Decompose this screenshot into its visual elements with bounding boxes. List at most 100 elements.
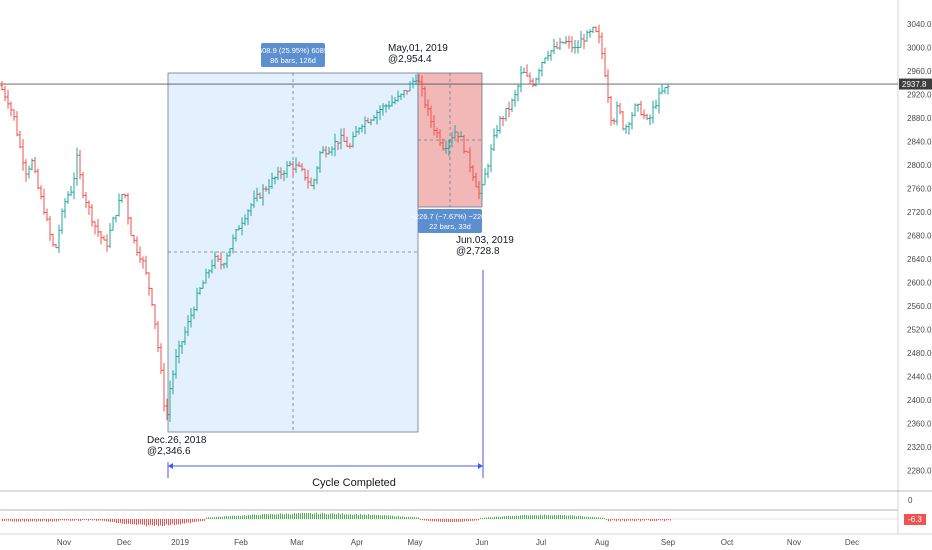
oscillator-bar: [290, 514, 291, 519]
high-price-note[interactable]: @2,954.4: [388, 54, 432, 65]
ohlc-bar: [414, 74, 418, 85]
oscillator-bar: [130, 519, 131, 524]
oscillator-bar: [470, 519, 471, 521]
ohlc-bar: [234, 228, 238, 242]
oscillator-bar: [632, 519, 633, 521]
oscillator-bar: [504, 516, 505, 519]
oscillator-bar: [46, 519, 47, 522]
ohlc-bar: [273, 176, 277, 185]
ohlc-bar: [423, 86, 427, 109]
oscillator-bar: [94, 519, 95, 521]
oscillator-bar: [572, 515, 573, 519]
ohlc-bar: [591, 26, 595, 34]
oscillator-bar: [196, 519, 197, 522]
ohlc-bar: [135, 236, 139, 256]
oscillator-bar: [288, 513, 289, 519]
ohlc-bar: [489, 144, 493, 173]
price-tick-label: 2960.0: [907, 67, 932, 76]
ohlc-bar: [480, 182, 484, 201]
ohlc-bar: [450, 131, 454, 148]
oscillator-bar: [670, 519, 671, 521]
oscillator-bar: [88, 519, 89, 521]
oscillator-bar: [266, 513, 267, 519]
ohlc-bar: [354, 125, 358, 138]
ohlc-bar: [549, 50, 553, 61]
up-measure-zone[interactable]: [167, 72, 419, 433]
oscillator-bar: [230, 515, 231, 519]
oscillator-bar: [398, 515, 399, 519]
ohlc-bar: [600, 32, 604, 60]
price-axis[interactable]: 3040.0 3000.0 2960.0 2920.0 2880.0 2840.0 2800…: [907, 20, 932, 476]
oscillator-bar: [302, 512, 303, 519]
time-tick-label: Nov: [787, 538, 801, 547]
ohlc-bar: [399, 93, 403, 101]
up-measure-box[interactable]: [261, 43, 325, 67]
oscillator-bar: [612, 519, 613, 521]
ohlc-bar: [57, 224, 61, 253]
oscillator-bar: [574, 515, 575, 519]
ohlc-bar: [252, 190, 256, 209]
time-axis[interactable]: Nov Dec 2019 Feb Mar Apr May Jun Jul Aug Sep Oct Nov…: [57, 538, 859, 547]
oscillator-bar: [380, 515, 381, 519]
high-date-note[interactable]: May,01, 2019: [388, 43, 448, 54]
oscillator-bar: [342, 513, 343, 519]
end-date-note[interactable]: Jun.03, 2019: [456, 235, 514, 246]
ohlc-bar: [426, 99, 430, 116]
oscillator-bar: [268, 514, 269, 519]
oscillator-bar: [382, 515, 383, 519]
low-date-note[interactable]: Dec.26, 2018: [147, 435, 207, 446]
oscillator-bar: [482, 517, 483, 519]
ohlc-bar: [447, 140, 451, 157]
oscillator-bar: [500, 516, 501, 519]
oscillator-bar: [44, 519, 45, 521]
oscillator-bar: [368, 514, 369, 519]
ohlc-bar: [666, 83, 670, 95]
oscillator-bar: [602, 517, 603, 519]
oscillator-bar: [248, 514, 249, 519]
ohlc-bar: [18, 130, 22, 149]
oscillator-bar: [502, 516, 503, 519]
cycle-label[interactable]: Cycle Completed: [312, 477, 396, 489]
oscillator-bar: [184, 519, 185, 524]
oscillator-bar: [400, 516, 401, 519]
ohlc-bar: [513, 90, 517, 107]
oscillator-bar: [532, 515, 533, 519]
ohlc-bar: [231, 234, 235, 254]
oscillator-bar: [392, 515, 393, 519]
ohlc-bar: [576, 40, 580, 54]
low-price-note[interactable]: @2,346.6: [147, 446, 191, 457]
oscillator-bar: [112, 519, 113, 523]
ohlc-bar: [243, 214, 247, 226]
ohlc-bar: [249, 203, 253, 217]
ohlc-bar: [312, 178, 316, 190]
oscillator-bar: [472, 519, 473, 521]
ohlc-bar: [87, 200, 91, 215]
oscillator-bar: [166, 519, 167, 525]
ohlc-bar: [372, 114, 376, 121]
oscillator-bar: [138, 519, 139, 525]
time-tick-label: Apr: [351, 538, 364, 547]
oscillator-bar: [378, 514, 379, 519]
oscillator-bar: [260, 515, 261, 519]
ohlc-bar: [36, 168, 40, 190]
oscillator-bar: [450, 519, 451, 522]
oscillator-bar: [24, 519, 25, 522]
oscillator-bar: [176, 519, 177, 525]
ohlc-bar: [393, 96, 397, 105]
oscillator-bar: [618, 519, 619, 521]
down-measure-box[interactable]: [418, 209, 482, 233]
ohlc-bar: [294, 157, 298, 173]
ohlc-bar: [330, 146, 334, 156]
oscillator-bar: [372, 514, 373, 519]
price-tick-label: 2320.0: [907, 443, 932, 452]
ohlc-bar: [660, 83, 664, 95]
ohlc-bar: [183, 326, 187, 345]
end-price-note[interactable]: @2,728.8: [456, 246, 500, 257]
price-tick-label: 2640.0: [907, 255, 932, 264]
oscillator-bar: [120, 519, 121, 523]
ohlc-bar: [21, 139, 25, 171]
oscillator-bar: [626, 519, 627, 522]
oscillator-bar: [360, 513, 361, 519]
ohlc-bar: [651, 100, 655, 124]
